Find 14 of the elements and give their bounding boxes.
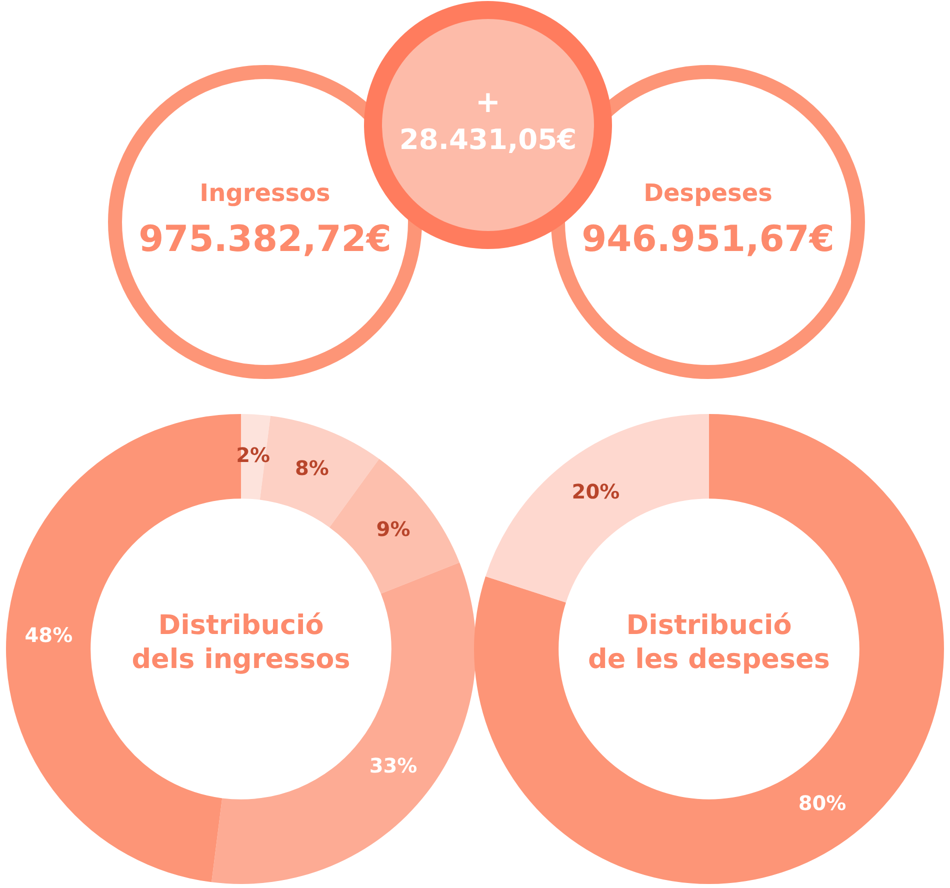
- data-label: 33%: [369, 753, 418, 778]
- text: 946.951,67€: [580, 218, 836, 262]
- text: 975.382,72€: [138, 218, 392, 262]
- text: Distribució dels ingressos: [130, 609, 352, 677]
- text: Distribució de les despeses: [587, 609, 831, 677]
- text: Despeses: [642, 178, 774, 208]
- data-label: 9%: [376, 517, 410, 542]
- data-label: 8%: [294, 456, 329, 480]
- data-label: 20%: [572, 479, 620, 504]
- text: 28.431,05€: [398, 123, 578, 157]
- data-label: 80%: [798, 791, 846, 816]
- text: Ingressos: [198, 178, 332, 208]
- data-label: 48%: [24, 623, 73, 648]
- text: +: [474, 85, 502, 121]
